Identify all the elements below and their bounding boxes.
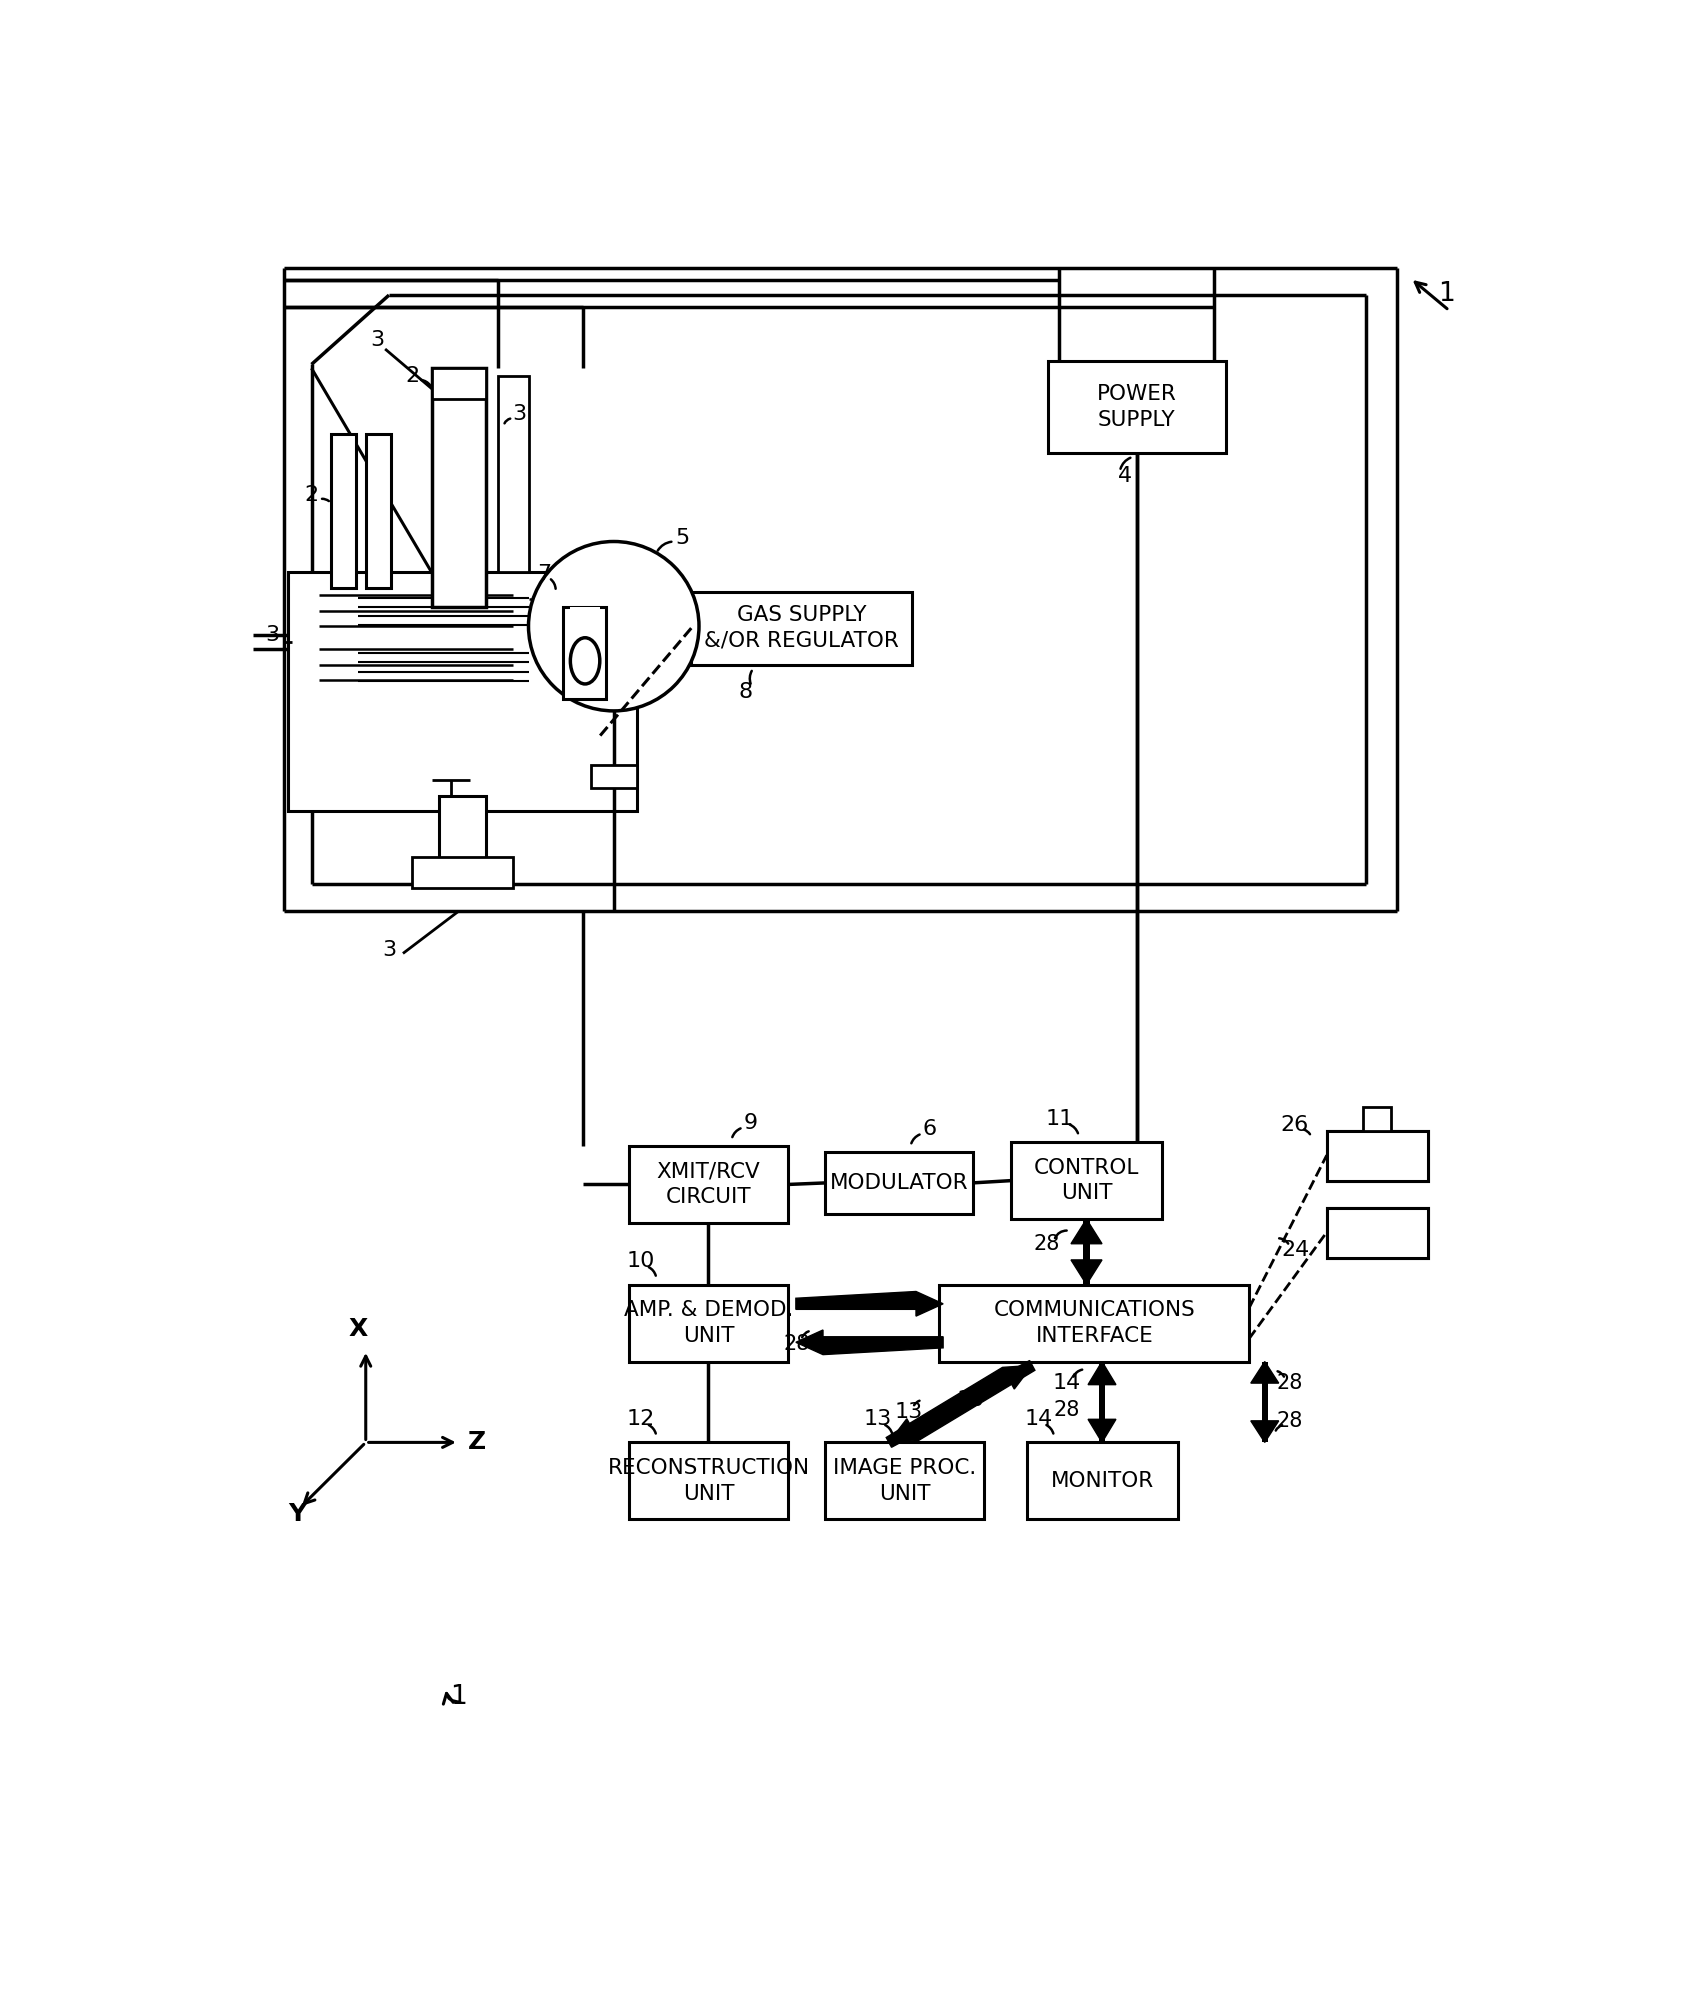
Text: 28: 28 — [1034, 1234, 1059, 1254]
Text: 28: 28 — [1276, 1411, 1303, 1431]
Bar — [1364, 1108, 1391, 1130]
Bar — [1012, 1142, 1162, 1220]
Text: 10: 10 — [627, 1252, 656, 1272]
Text: 1: 1 — [450, 1684, 467, 1708]
Polygon shape — [1251, 1361, 1278, 1383]
Text: AMP. & DEMOD.
UNIT: AMP. & DEMOD. UNIT — [624, 1300, 794, 1347]
Bar — [1047, 360, 1226, 452]
Bar — [330, 434, 356, 587]
Text: COMMUNICATIONS
INTERFACE: COMMUNICATIONS INTERFACE — [993, 1300, 1195, 1347]
Text: Z: Z — [469, 1429, 486, 1453]
Text: 24: 24 — [1281, 1240, 1310, 1260]
Bar — [1261, 1383, 1268, 1443]
Bar — [413, 856, 513, 888]
Text: 28: 28 — [784, 1335, 809, 1355]
Bar — [1084, 1220, 1089, 1260]
Bar — [826, 1152, 973, 1214]
Text: 28: 28 — [1054, 1401, 1081, 1419]
Bar — [432, 368, 486, 400]
Bar — [570, 607, 600, 627]
Ellipse shape — [570, 637, 600, 683]
Text: 13: 13 — [863, 1409, 892, 1429]
Text: X: X — [349, 1317, 368, 1341]
Polygon shape — [796, 1292, 942, 1317]
Text: Y: Y — [288, 1501, 307, 1526]
Text: 14: 14 — [1054, 1373, 1081, 1393]
Text: CONTROL
UNIT: CONTROL UNIT — [1034, 1158, 1140, 1204]
Text: 12: 12 — [627, 1409, 654, 1429]
Text: 4: 4 — [1118, 466, 1133, 486]
Text: 26: 26 — [1280, 1116, 1308, 1136]
Text: 2: 2 — [305, 484, 319, 505]
Bar — [1099, 1385, 1104, 1443]
Text: 6: 6 — [922, 1120, 937, 1140]
Bar — [826, 1443, 985, 1520]
Text: XMIT/RCV
CIRCUIT: XMIT/RCV CIRCUIT — [658, 1162, 760, 1208]
Text: 3: 3 — [266, 625, 280, 645]
Bar — [939, 1284, 1249, 1361]
Bar — [1027, 1443, 1179, 1520]
Text: 1: 1 — [1438, 281, 1455, 308]
Bar — [1099, 1361, 1104, 1419]
Polygon shape — [1071, 1260, 1103, 1284]
Bar — [366, 434, 391, 587]
Text: GAS SUPPLY
&/OR REGULATOR: GAS SUPPLY &/OR REGULATOR — [705, 605, 899, 651]
Text: 7: 7 — [536, 565, 551, 583]
Text: 14: 14 — [1025, 1409, 1052, 1429]
Text: 3: 3 — [513, 404, 526, 424]
Text: 8: 8 — [738, 681, 752, 701]
Text: MODULATOR: MODULATOR — [830, 1174, 968, 1192]
Text: 9: 9 — [744, 1114, 759, 1134]
Polygon shape — [1251, 1421, 1278, 1443]
Polygon shape — [1087, 1419, 1116, 1443]
Circle shape — [528, 541, 700, 712]
Bar — [288, 573, 637, 810]
Text: 11: 11 — [1045, 1110, 1074, 1130]
Polygon shape — [889, 1361, 1035, 1443]
Text: 3: 3 — [383, 939, 396, 959]
Bar — [1327, 1130, 1428, 1180]
Bar — [629, 1284, 787, 1361]
Text: 28: 28 — [1276, 1373, 1303, 1393]
Text: 13: 13 — [894, 1401, 922, 1421]
Bar — [1261, 1361, 1268, 1421]
Text: 2: 2 — [405, 366, 420, 386]
Polygon shape — [1087, 1361, 1116, 1385]
Text: 5: 5 — [674, 529, 690, 547]
Bar — [629, 1443, 787, 1520]
Bar — [629, 1146, 787, 1222]
Bar — [440, 796, 486, 864]
Bar — [691, 591, 912, 665]
Text: MONITOR: MONITOR — [1050, 1471, 1153, 1491]
Bar — [432, 368, 486, 607]
Text: POWER
SUPPLY: POWER SUPPLY — [1098, 384, 1177, 430]
Bar — [497, 376, 528, 573]
Bar — [563, 607, 605, 699]
Text: RECONSTRUCTION
UNIT: RECONSTRUCTION UNIT — [607, 1457, 809, 1503]
Bar — [1327, 1208, 1428, 1258]
Bar — [1327, 1130, 1428, 1180]
Bar — [1084, 1244, 1089, 1284]
Bar — [590, 764, 637, 788]
Text: 28: 28 — [958, 1391, 983, 1411]
Polygon shape — [887, 1365, 1032, 1447]
Polygon shape — [796, 1331, 942, 1355]
Text: 3: 3 — [371, 330, 384, 350]
Polygon shape — [1071, 1220, 1103, 1244]
Text: IMAGE PROC.
UNIT: IMAGE PROC. UNIT — [833, 1457, 976, 1503]
Bar — [1327, 1208, 1428, 1258]
